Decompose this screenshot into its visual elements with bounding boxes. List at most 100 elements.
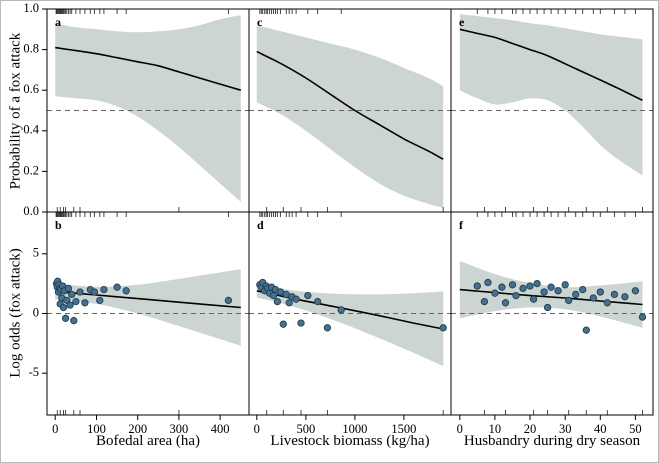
data-point [529, 295, 538, 303]
data-point [76, 288, 84, 296]
x-axis-title-bofedal-area: Bofedal area (ha) [95, 433, 201, 449]
x-tick-label: 10 [489, 422, 502, 436]
data-point [72, 297, 80, 306]
y-axis-title-probability: Probability of a fox attack [7, 32, 24, 190]
data-point [96, 296, 104, 305]
data-point [90, 288, 99, 296]
data-point [473, 282, 481, 290]
y-tick-label: 0.0 [23, 204, 39, 218]
data-point [297, 319, 305, 327]
confidence-band [55, 15, 241, 202]
x-tick-label: 0 [52, 422, 58, 436]
data-point [491, 289, 499, 297]
x-tick-label: 1500 [391, 422, 416, 436]
data-point [533, 279, 541, 288]
panel-letter-b: b [55, 218, 62, 232]
data-point [543, 303, 552, 312]
data-point [273, 297, 282, 306]
data-point [596, 288, 604, 296]
x-axis-title-husbandry: Husbandry during dry season [463, 433, 641, 449]
fit-line [256, 50, 444, 160]
data-point [70, 317, 78, 325]
data-point [631, 287, 640, 295]
fit-line [55, 290, 241, 309]
y-tick-label: 0.6 [23, 82, 39, 96]
panel-b: b [46, 211, 250, 416]
data-point [572, 290, 580, 299]
y-axis-title-log-odds: Log odds (fox attack) [7, 248, 24, 378]
data-point [59, 303, 68, 312]
data-point [304, 291, 312, 300]
x-tick-label: 0 [254, 422, 260, 436]
y-tick-label: 1.0 [23, 1, 39, 15]
data-point [292, 295, 300, 303]
data-point [498, 283, 506, 291]
data-point [285, 299, 293, 307]
y-tick-label: -5 [29, 365, 39, 379]
panel-border [450, 211, 654, 416]
data-point [519, 284, 527, 293]
fit-line [55, 46, 242, 91]
panel-letter-e: e [459, 15, 465, 29]
data-point [508, 281, 517, 289]
x-tick-label: 1000 [342, 422, 367, 436]
data-point [279, 320, 287, 328]
data-point [526, 282, 534, 290]
x-tick-label: 50 [629, 422, 642, 436]
x-tick-label: 20 [524, 422, 537, 436]
data-point [589, 294, 597, 302]
x-tick-label: 500 [297, 422, 316, 436]
data-point [269, 291, 278, 300]
panel-a: a [46, 8, 250, 213]
x-tick-label: 40 [594, 422, 607, 436]
x-axis: 0 100 200 300 400 0 500 1000 1500 0 10 20 30 40 50 [52, 415, 642, 436]
data-point [122, 287, 130, 295]
data-point [484, 278, 492, 287]
confidence-band [256, 283, 444, 366]
data-point [512, 291, 520, 300]
data-point [561, 281, 569, 289]
y-tick-label: 0.2 [23, 163, 39, 177]
data-point [68, 290, 76, 299]
data-point [547, 283, 555, 291]
data-point [66, 301, 74, 309]
data-point [610, 290, 619, 299]
fit-line [459, 28, 643, 102]
x-tick-label: 300 [170, 422, 189, 436]
data-point [579, 285, 587, 294]
data-point [540, 288, 548, 296]
data-point [439, 324, 447, 332]
panel-letter-f: f [459, 218, 464, 232]
panel-d: d [248, 211, 452, 416]
data-point [337, 306, 345, 314]
y-tick-label: 0 [33, 305, 39, 319]
data-point [113, 283, 121, 291]
data-point [313, 297, 322, 306]
data-point [582, 326, 590, 334]
data-point [61, 314, 70, 322]
data-point [100, 285, 108, 294]
data-point [276, 288, 285, 296]
confidence-band [256, 25, 444, 208]
data-point [81, 299, 89, 307]
data-point [603, 299, 611, 307]
y-tick-label: 0.8 [23, 41, 39, 55]
x-tick-label: 100 [87, 422, 106, 436]
panel-letter-d: d [257, 218, 264, 232]
data-point [638, 313, 647, 321]
panel-letter-c: c [257, 15, 263, 29]
data-point [501, 299, 510, 307]
x-tick-label: 0 [457, 422, 463, 436]
data-point [323, 324, 332, 332]
x-tick-label: 400 [211, 422, 230, 436]
x-axis-title-livestock-biomass: Livestock biomass (kg/ha) [270, 433, 430, 449]
x-tick-label: 30 [559, 422, 572, 436]
data-point [621, 293, 629, 301]
data-point [224, 296, 233, 305]
confidence-band [459, 261, 643, 328]
data-point [554, 287, 562, 295]
data-point [64, 284, 73, 293]
confidence-band [459, 14, 643, 176]
